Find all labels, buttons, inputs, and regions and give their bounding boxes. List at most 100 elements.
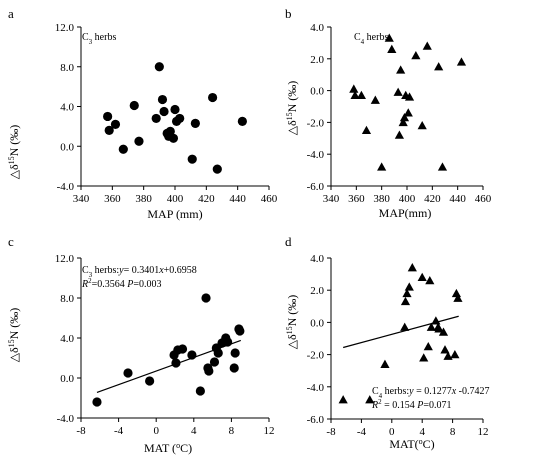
panel-label-d: d	[285, 234, 292, 249]
panel-b-data-point	[403, 108, 413, 117]
panel-a-x-tick-label: 400	[167, 193, 184, 205]
panel-a-data-point	[104, 125, 114, 135]
panel-d-data-point	[440, 345, 450, 354]
panel-d-equation: C4 herbs:y = 0.1277x -0.7427	[372, 386, 490, 400]
panel-b-y-tick-label: -2.0	[307, 117, 325, 129]
panel-a-data-point	[170, 104, 180, 115]
panel-a-data-point	[134, 136, 144, 146]
panel-a-x-tick-label: 460	[261, 193, 278, 205]
panel-c-data-point	[201, 293, 211, 303]
panel-c-x-tick-label: -4	[114, 425, 124, 437]
panel-d-x-tick-label: 4	[419, 426, 425, 438]
panel-d-data-point	[451, 288, 461, 298]
panel-label-b: b	[285, 6, 292, 21]
panel-b-x-tick-label: 340	[323, 193, 340, 205]
panel-d-data-point	[338, 395, 348, 404]
panel-b-data-point	[399, 113, 410, 122]
panel-c-data-point	[213, 348, 223, 358]
chart-marks: 340 360 380 400 420 440 460-4.00.04.08.012.034…	[55, 22, 492, 438]
panel-d-data-point	[365, 395, 375, 404]
panel-b-data-point	[404, 92, 415, 101]
panel-d-y-tick-label: 2.0	[310, 285, 324, 297]
panel-c-data-point	[230, 348, 240, 358]
panel-d-data-point	[419, 353, 429, 362]
panel-b-x-tick-label: 360	[348, 193, 365, 205]
panel-a-x-axis-title: MAP (mm)	[147, 207, 202, 221]
panel-d-x-tick-label: -4	[357, 426, 367, 438]
panel-b-data-point	[384, 33, 394, 42]
panel-d-data-point	[404, 282, 414, 291]
panel-c-data-point	[235, 326, 245, 336]
panel-b-data-point	[417, 120, 427, 130]
panel-c-x-axis-title: MAT (oC)	[144, 441, 192, 456]
panel-c-y-axis-title: △δ15N (‰)	[7, 308, 22, 363]
panel-b-data-point	[437, 162, 448, 171]
panel-c-data-point	[204, 366, 214, 376]
panel-d-data-point	[443, 351, 453, 360]
panel-b-x-tick-label: 380	[373, 193, 390, 205]
panel-c-equation: C3 herbs:y= 0.3401x+0.6958	[82, 265, 197, 279]
panel-d-data-point	[431, 316, 441, 325]
panel-b-data-point	[387, 44, 397, 53]
panel-c-y-tick-label: 12.0	[55, 253, 75, 265]
panel-b-series-label: C4 herbs	[354, 32, 388, 46]
panel-d-data-point	[423, 341, 433, 351]
panel-d-data-point	[402, 288, 412, 298]
panel-d-x-tick-label: 0	[389, 426, 395, 438]
panel-c-data-point	[229, 363, 239, 373]
panel-c: c △δ15N (‰) MAT (oC) C3 herbs:y= 0.3401x…	[7, 234, 197, 455]
panel-c-x-tick-label: 12	[264, 425, 275, 437]
panel-a-x-tick-label: 440	[229, 193, 246, 205]
panel-c-data-point	[195, 386, 205, 396]
panel-d-y-axis-title: △δ15N (‰)	[285, 295, 300, 350]
panel-d-plot: -8 -4 0 4 8 12 -6.0 -4.0 -2.0 0.0 2.0 4.0	[307, 253, 489, 438]
panel-c-x-tick-label: 0	[153, 425, 159, 437]
panel-d-data-point	[417, 272, 427, 281]
panel-d-data-point	[434, 324, 444, 333]
panel-a-data-point	[165, 126, 175, 136]
panel-d-data-point	[400, 322, 410, 331]
panel-b-data-point	[361, 125, 372, 135]
panel-a-data-point	[175, 113, 185, 124]
panel-b-plot: 340 360 380 400 420 440 460 -6.0 -4.0 -2.0 0.0 2.0 4…	[307, 22, 492, 205]
panel-d-x-tick-label: 8	[450, 426, 456, 438]
panel-b-data-point	[350, 90, 360, 100]
panel-c-data-point	[187, 350, 197, 360]
panel-c-data-point	[177, 344, 188, 354]
panel-d-x-axis-title: MAT(oC)	[389, 437, 434, 452]
panel-a-y-tick-label: 4.0	[60, 102, 74, 114]
panel-label-a: a	[8, 6, 14, 21]
panel-a-y-axis-title: △δ15N (‰)	[7, 125, 22, 180]
panel-d-x-tick-label: 12	[478, 426, 489, 438]
panel-b-x-tick-label: 400	[399, 193, 416, 205]
panel-d: d △δ15N (‰) MAT(oC) C4 herbs:y = 0.1277x…	[285, 234, 490, 451]
panel-d-data-point	[453, 293, 463, 302]
panel-c-data-point	[223, 337, 233, 347]
panel-d-data-point	[438, 327, 449, 336]
panel-b-data-point	[422, 41, 432, 50]
panel-a-data-point	[129, 100, 139, 111]
panel-a-data-point	[168, 133, 179, 143]
panel-a-data-point	[159, 106, 169, 117]
panel-d-data-point	[380, 359, 390, 368]
panel-a-data-point	[110, 119, 121, 129]
panel-b-y-tick-label: 4.0	[310, 22, 324, 34]
panel-b-data-point	[411, 51, 421, 60]
panel-a-data-point	[237, 116, 247, 127]
panel-d-x-tick-label: -8	[326, 426, 336, 438]
panel-d-y-tick-label: -2.0	[307, 350, 325, 362]
panel-b-data-point	[370, 95, 380, 104]
panel-b-y-tick-label: -6.0	[307, 181, 325, 193]
panel-c-x-tick-label: -8	[76, 425, 86, 437]
panel-a-data-point	[208, 92, 218, 103]
panel-c-x-tick-label: 8	[229, 425, 235, 437]
panel-c-plot: -8 -4 0 4 8 12 -4.0 0.0 4.0 8.0 12.0	[55, 253, 275, 437]
panel-c-data-point	[145, 376, 155, 386]
panel-b-x-tick-label: 420	[424, 193, 441, 205]
panel-b-data-point	[394, 130, 404, 139]
panel-d-data-point	[400, 296, 411, 306]
panel-a-plot: 340 360 380 400 420 440 460 -4.0 0.0 4.0 8.0 12.0	[55, 22, 278, 205]
panel-c-x-tick-label: 4	[191, 425, 197, 437]
panel-b-data-point	[393, 87, 403, 96]
